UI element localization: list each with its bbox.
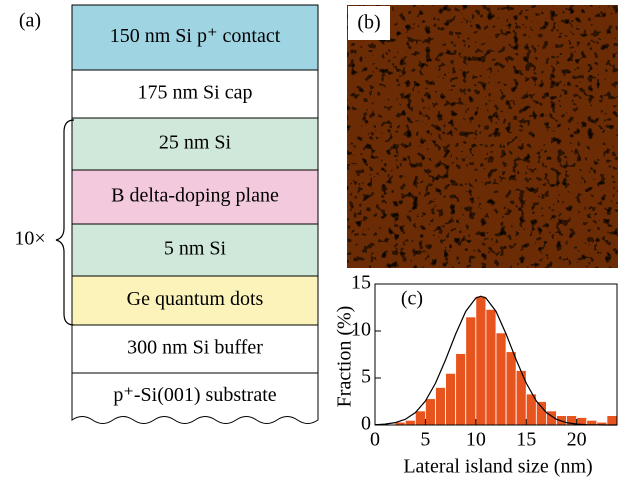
- x-axis-label: Lateral island size (nm): [403, 456, 592, 478]
- bar: [506, 352, 516, 425]
- x-tick-label: 10: [466, 429, 486, 451]
- y-tick-label: 5: [361, 366, 371, 388]
- y-tick-label: 0: [361, 413, 371, 435]
- y-axis-label: Fraction (%): [334, 306, 356, 408]
- afm-image: [347, 5, 618, 268]
- layer-label: Ge quantum dots: [127, 288, 264, 310]
- x-tick-label: 15: [516, 429, 536, 451]
- brace: [56, 120, 74, 325]
- bar: [446, 373, 456, 425]
- layer-label: 150 nm Si p⁺ contact: [110, 25, 281, 47]
- bar: [456, 354, 466, 425]
- bar: [536, 402, 546, 426]
- bar: [436, 387, 446, 425]
- layer-label: B delta-doping plane: [111, 185, 279, 207]
- bar: [415, 411, 425, 425]
- bar: [476, 296, 486, 425]
- repeat-label: 10×: [14, 228, 45, 250]
- panel-label: (b): [357, 12, 380, 34]
- bar: [607, 416, 617, 425]
- layer-label: 175 nm Si cap: [138, 82, 253, 104]
- y-tick-label: 15: [351, 272, 371, 294]
- panel-label: (a): [19, 10, 41, 32]
- bar: [466, 317, 476, 425]
- bar: [496, 333, 506, 425]
- figure: (a) (b) 150 nm Si p⁺ contact 175 nm Si ca…: [0, 0, 634, 484]
- bar: [486, 309, 496, 425]
- x-tick-label: 5: [420, 429, 430, 451]
- x-tick-label: 20: [567, 429, 587, 451]
- layer-label: 25 nm Si: [159, 132, 232, 154]
- x-tick-label: 0: [370, 429, 380, 451]
- bar: [425, 399, 435, 425]
- panel-label: (c): [401, 288, 423, 310]
- layer-label: p⁺-Si(001) substrate: [113, 384, 276, 406]
- bar: [405, 420, 415, 425]
- layer-label: 5 nm Si: [164, 238, 227, 260]
- afm-texture: [347, 5, 618, 268]
- layer-label: 300 nm Si buffer: [127, 337, 263, 359]
